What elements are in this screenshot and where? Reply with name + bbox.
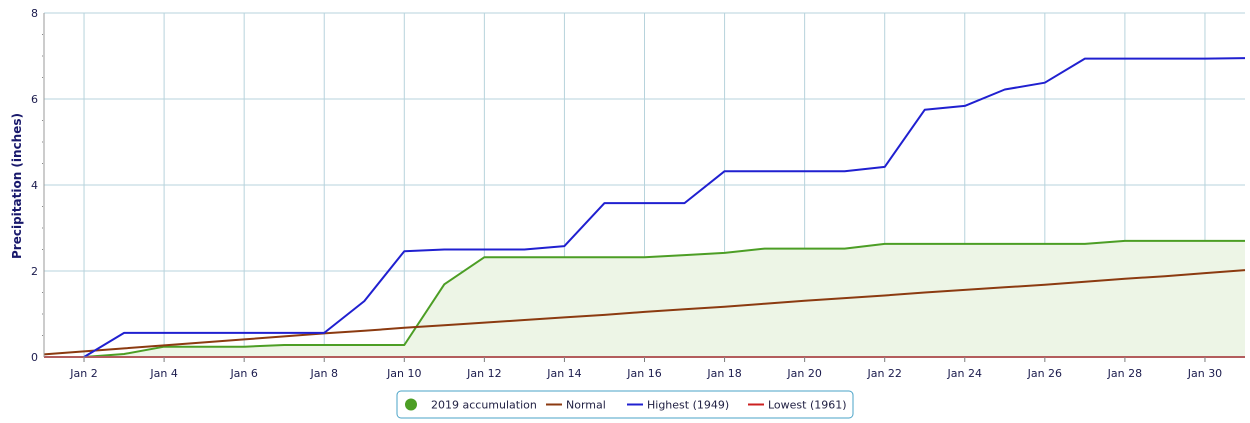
series-2019-accumulation-line — [83, 239, 1245, 358]
x-tick-label: Jan 4 — [149, 367, 177, 380]
legend-label: 2019 accumulation — [431, 399, 537, 412]
legend-item: 2019 accumulation — [405, 398, 537, 412]
x-tick-label: Jan 22 — [866, 367, 901, 380]
y-tick-label: 8 — [31, 7, 38, 20]
x-tick-label: Jan 2 — [69, 367, 97, 380]
x-tick-label: Jan 20 — [786, 367, 821, 380]
legend-item: Highest (1949) — [627, 399, 729, 412]
x-tick-label: Jan 26 — [1027, 367, 1062, 380]
x-tick-label: Jan 18 — [706, 367, 741, 380]
legend-marker-circle — [405, 398, 417, 411]
series-2019-accumulation-area — [84, 240, 1245, 357]
legend-label: Highest (1949) — [647, 399, 729, 412]
x-tick-label: Jan 24 — [947, 367, 982, 380]
x-tick-label: Jan 12 — [466, 367, 501, 380]
y-tick-label: 4 — [31, 179, 38, 192]
x-tick-label: Jan 14 — [546, 367, 581, 380]
legend: 2019 accumulation Normal Highest (1949) Low… — [396, 390, 854, 419]
legend-box — [396, 390, 854, 419]
y-tick-label: 2 — [31, 265, 38, 278]
legend-label: Normal — [566, 399, 606, 412]
x-tick-label: Jan 6 — [229, 367, 257, 380]
x-tick-label: Jan 8 — [310, 367, 338, 380]
y-axis-label: Precipitation (inches) — [10, 113, 24, 259]
legend-label: Lowest (1961) — [768, 399, 847, 412]
x-tick-label: Jan 10 — [386, 367, 421, 380]
y-tick-label: 6 — [31, 93, 38, 106]
x-tick-label: Jan 28 — [1107, 367, 1142, 380]
axes: 0 2 4 6 8 Jan 2 Jan 4 Jan 6 Jan 8 Jan 10 Jan 12 Jan… — [31, 7, 1245, 380]
legend-item: Normal — [546, 399, 606, 412]
y-tick-label: 0 — [31, 351, 38, 364]
legend-item: Lowest (1961) — [748, 399, 847, 412]
x-tick-label: Jan 16 — [626, 367, 661, 380]
series-highest-1949-line — [83, 57, 1246, 358]
series-normal-line — [43, 269, 1246, 356]
x-tick-label: Jan 30 — [1187, 367, 1222, 380]
